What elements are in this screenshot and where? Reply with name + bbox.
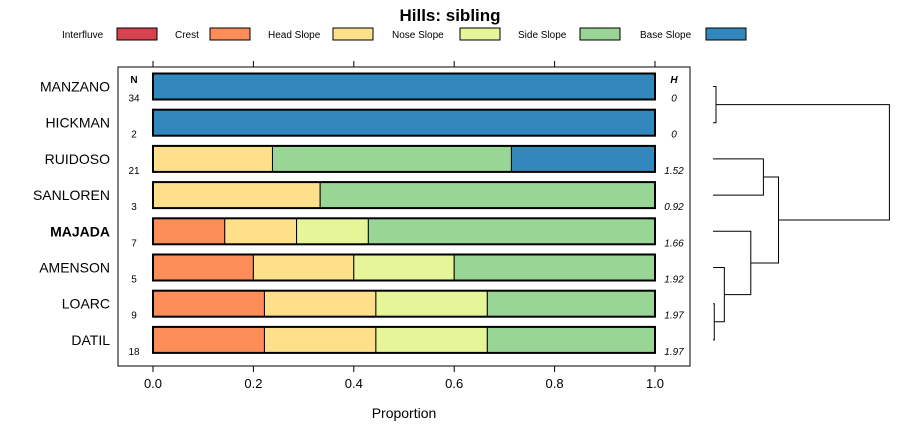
bar-segment xyxy=(453,254,656,281)
row-h-value: 1.92 xyxy=(664,275,684,286)
bar-segment xyxy=(319,181,656,209)
bar-segment xyxy=(152,109,656,137)
row-n-value: 21 xyxy=(128,166,140,177)
row-h-value: 1.66 xyxy=(664,238,684,249)
bar-segment xyxy=(152,254,254,281)
legend-swatch xyxy=(705,27,747,41)
x-axis-label: Proportion xyxy=(372,405,437,421)
row-label: RUIDOSO xyxy=(45,151,110,167)
bar-segment xyxy=(486,326,655,354)
h-column-header: H xyxy=(670,75,678,86)
row-n-value: 3 xyxy=(131,202,137,213)
bar-rows: MANZANO 34 0 HICKMAN 2 0 RUIDOSO 21 1.52 SANLOREN… xyxy=(33,72,684,358)
x-tick-label: 0.0 xyxy=(144,376,162,391)
legend-label: Head Slope xyxy=(268,30,321,41)
bar-segment xyxy=(510,145,656,173)
row-label: MAJADA xyxy=(50,223,110,239)
row-label: MANZANO xyxy=(40,79,110,95)
bar-segment xyxy=(486,290,655,318)
bar-segment xyxy=(152,290,265,318)
n-column-header: N xyxy=(130,75,137,86)
x-tick-label: 0.6 xyxy=(445,376,463,391)
bar-outline xyxy=(152,325,656,354)
bar-segment xyxy=(152,181,321,209)
dendrogram-branch xyxy=(713,230,752,296)
bar-segment xyxy=(152,73,656,100)
bar-segment xyxy=(152,326,265,354)
legend-label: Side Slope xyxy=(518,30,567,41)
row-h-value: 0.92 xyxy=(664,202,684,213)
bar-segment xyxy=(263,290,377,318)
row-h-value: 1.97 xyxy=(664,347,684,358)
dendrogram xyxy=(713,86,890,341)
bar-segment xyxy=(152,145,273,173)
x-tick-label: 1.0 xyxy=(646,376,664,391)
legend-swatch xyxy=(332,27,374,41)
row-label: AMENSON xyxy=(39,260,110,276)
bar-outline xyxy=(152,108,656,137)
bar-outline xyxy=(152,253,656,282)
row-n-value: 2 xyxy=(131,130,137,141)
bar-segment xyxy=(375,326,488,354)
bar-segment xyxy=(375,290,488,318)
row-h-value: 1.97 xyxy=(664,311,684,322)
legend-label: Interfluve xyxy=(62,30,104,41)
bar-outline xyxy=(152,289,656,318)
row-n-value: 34 xyxy=(128,94,140,105)
bar-outline xyxy=(152,181,656,210)
x-tick-label: 0.2 xyxy=(244,376,262,391)
row-label: DATIL xyxy=(71,332,110,348)
bar-segment xyxy=(224,217,298,245)
legend-swatch xyxy=(459,27,501,41)
bar-segment xyxy=(271,145,512,173)
legend: Interfluve Crest Head Slope Nose Slope Side … xyxy=(62,27,747,41)
x-tick-label: 0.8 xyxy=(546,376,564,391)
row-n-value: 5 xyxy=(131,275,137,286)
row-h-value: 0 xyxy=(671,94,677,105)
x-axis: 0.0 0.2 0.4 0.6 0.8 1.0 xyxy=(144,61,664,391)
legend-swatch xyxy=(579,27,621,41)
row-h-value: 1.52 xyxy=(664,166,684,177)
dendrogram-branch xyxy=(713,303,715,341)
row-label: HICKMAN xyxy=(45,115,110,131)
legend-label: Nose Slope xyxy=(392,30,444,41)
dendrogram-branch xyxy=(713,86,717,124)
bar-segment xyxy=(263,326,377,354)
bar-outline xyxy=(152,72,656,101)
legend-label: Base Slope xyxy=(640,30,692,41)
bar-segment xyxy=(152,217,226,245)
row-n-value: 7 xyxy=(131,238,137,249)
dendrogram-branch xyxy=(716,104,890,221)
bar-segment xyxy=(367,217,656,245)
bar-outline xyxy=(152,217,656,246)
bar-segment xyxy=(353,254,455,281)
panel-frame xyxy=(117,66,691,367)
bar-segment xyxy=(296,217,369,245)
legend-label: Crest xyxy=(175,30,199,41)
row-h-value: 0 xyxy=(671,130,677,141)
row-n-value: 9 xyxy=(131,311,137,322)
dendrogram-branch xyxy=(713,158,764,196)
bar-segment xyxy=(252,254,355,281)
dendrogram-branch xyxy=(750,176,780,264)
bar-outline xyxy=(152,144,656,173)
row-label: SANLOREN xyxy=(33,187,110,203)
legend-swatch xyxy=(116,27,158,41)
chart-title: Hills: sibling xyxy=(399,6,500,25)
row-n-value: 18 xyxy=(128,347,140,358)
row-label: LOARC xyxy=(62,296,110,312)
x-tick-label: 0.4 xyxy=(345,376,363,391)
legend-swatch xyxy=(209,27,251,41)
